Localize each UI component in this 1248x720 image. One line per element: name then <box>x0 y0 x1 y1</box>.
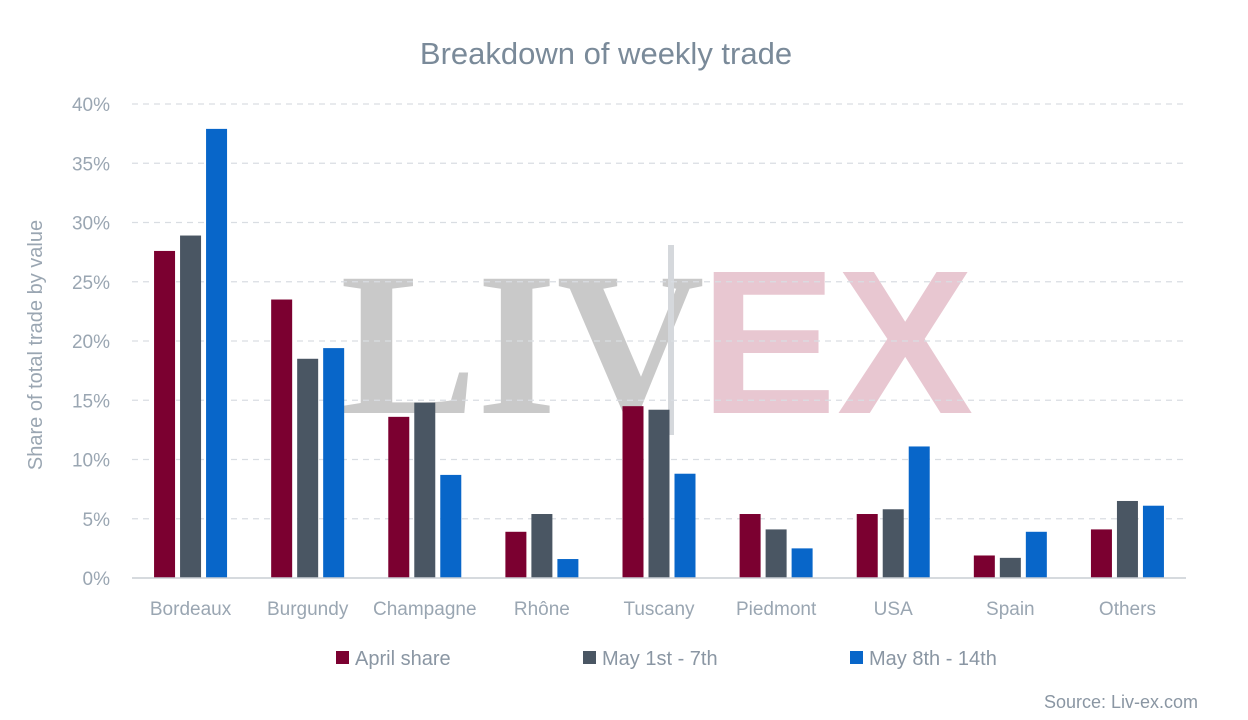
bars <box>154 128 1164 578</box>
bar-usa-series-2 <box>882 509 904 578</box>
bar-usa-series-1 <box>856 514 878 578</box>
bar-tuscany-series-2 <box>648 409 670 578</box>
legend-swatch <box>583 651 596 664</box>
bar-piedmont-series-3 <box>791 548 813 578</box>
y-tick-label: 15% <box>72 391 110 412</box>
bar-tuscany-series-3 <box>674 473 696 578</box>
x-tick-label: Burgundy <box>267 599 349 620</box>
y-tick-label: 10% <box>72 451 110 472</box>
y-tick-label: 35% <box>72 154 110 175</box>
x-tick-label: Tuscany <box>623 599 695 620</box>
x-tick-label: Others <box>1099 599 1156 620</box>
legend: April share May 1st - 7th May 8th - 14th <box>336 648 997 670</box>
bar-burgundy-series-3 <box>323 348 345 578</box>
y-axis-label: Share of total trade by value <box>25 220 47 470</box>
bar-rh-ne-series-1 <box>505 531 527 578</box>
y-tick-label: 25% <box>72 273 110 294</box>
bar-usa-series-3 <box>908 446 930 578</box>
bar-champagne-series-3 <box>440 474 462 578</box>
bar-burgundy-series-2 <box>297 358 319 578</box>
legend-label: May 1st - 7th <box>602 648 718 670</box>
bar-rh-ne-series-3 <box>557 559 579 578</box>
bar-piedmont-series-2 <box>765 529 787 578</box>
y-tick-label: 0% <box>83 569 111 590</box>
x-tick-label: Piedmont <box>736 599 817 620</box>
source-note: Source: Liv-ex.com <box>1044 692 1198 712</box>
bar-bordeaux-series-1 <box>154 250 176 578</box>
bar-spain-series-2 <box>999 557 1021 578</box>
legend-swatch <box>336 651 349 664</box>
bar-champagne-series-1 <box>388 416 410 578</box>
chart-title: Breakdown of weekly trade <box>420 36 792 71</box>
y-tick-label: 5% <box>83 510 111 531</box>
bar-tuscany-series-1 <box>622 406 644 578</box>
bar-others-series-2 <box>1116 500 1138 578</box>
x-tick-label: USA <box>874 599 913 620</box>
bar-spain-series-3 <box>1025 531 1047 578</box>
x-tick-label: Champagne <box>373 599 477 620</box>
legend-label: May 8th - 14th <box>869 648 997 670</box>
bar-champagne-series-2 <box>414 402 436 578</box>
bar-spain-series-1 <box>973 555 995 578</box>
x-tick-label: Rhône <box>514 599 570 620</box>
bar-burgundy-series-1 <box>271 299 293 578</box>
bar-rh-ne-series-2 <box>531 514 553 578</box>
bar-piedmont-series-1 <box>739 514 761 578</box>
watermark-ex: EX <box>700 228 973 457</box>
x-tick-label: Spain <box>986 599 1035 620</box>
x-tick-label: Bordeaux <box>150 599 232 620</box>
legend-label: April share <box>355 648 451 670</box>
legend-swatch <box>850 651 863 664</box>
y-tick-label: 40% <box>72 95 110 116</box>
y-axis-ticks: 0% 5% 10% 15% 20% 25% 30% 35% 40% <box>72 95 110 590</box>
y-tick-label: 20% <box>72 332 110 353</box>
bar-others-series-3 <box>1142 505 1164 578</box>
bar-others-series-1 <box>1090 529 1112 578</box>
bar-bordeaux-series-2 <box>180 235 202 578</box>
bar-bordeaux-series-3 <box>206 128 228 578</box>
x-axis-ticks: Bordeaux Burgundy Champagne Rhône Tuscany Pie… <box>150 599 1156 620</box>
watermark-divider <box>668 245 674 435</box>
y-tick-label: 30% <box>72 214 110 235</box>
